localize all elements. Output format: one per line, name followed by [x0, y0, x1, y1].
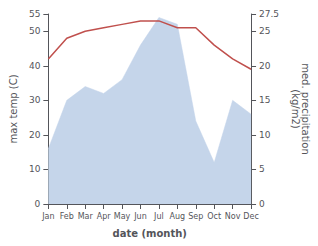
svg-text:Apr: Apr [97, 212, 112, 221]
svg-text:(kg/m2): (kg/m2) [290, 89, 301, 129]
svg-text:max temp (C): max temp (C) [8, 74, 19, 143]
svg-text:27.5: 27.5 [259, 9, 279, 19]
svg-text:May: May [114, 212, 131, 221]
svg-text:25: 25 [259, 26, 270, 36]
svg-text:Nov: Nov [225, 212, 241, 221]
svg-text:20: 20 [259, 61, 271, 71]
svg-text:0: 0 [259, 199, 265, 209]
svg-text:Sep: Sep [188, 212, 203, 221]
svg-text:Mar: Mar [78, 212, 94, 221]
svg-text:10: 10 [29, 164, 41, 174]
svg-text:40: 40 [29, 61, 41, 71]
svg-text:10: 10 [259, 130, 271, 140]
svg-text:Oct: Oct [207, 212, 221, 221]
svg-text:Aug: Aug [170, 212, 186, 221]
svg-text:50: 50 [29, 26, 41, 36]
svg-text:Jun: Jun [133, 212, 147, 221]
svg-text:5: 5 [259, 164, 265, 174]
svg-text:med. precipitation: med. precipitation [299, 63, 311, 155]
svg-text:20: 20 [29, 130, 41, 140]
svg-text:15: 15 [259, 95, 270, 105]
svg-text:0: 0 [35, 199, 41, 209]
svg-text:Feb: Feb [60, 212, 74, 221]
svg-text:Jan: Jan [41, 212, 54, 221]
svg-text:55: 55 [29, 9, 40, 19]
svg-text:date (month): date (month) [113, 228, 187, 239]
svg-text:30: 30 [29, 95, 41, 105]
svg-text:Dec: Dec [243, 212, 258, 221]
svg-text:Jul: Jul [153, 212, 164, 221]
